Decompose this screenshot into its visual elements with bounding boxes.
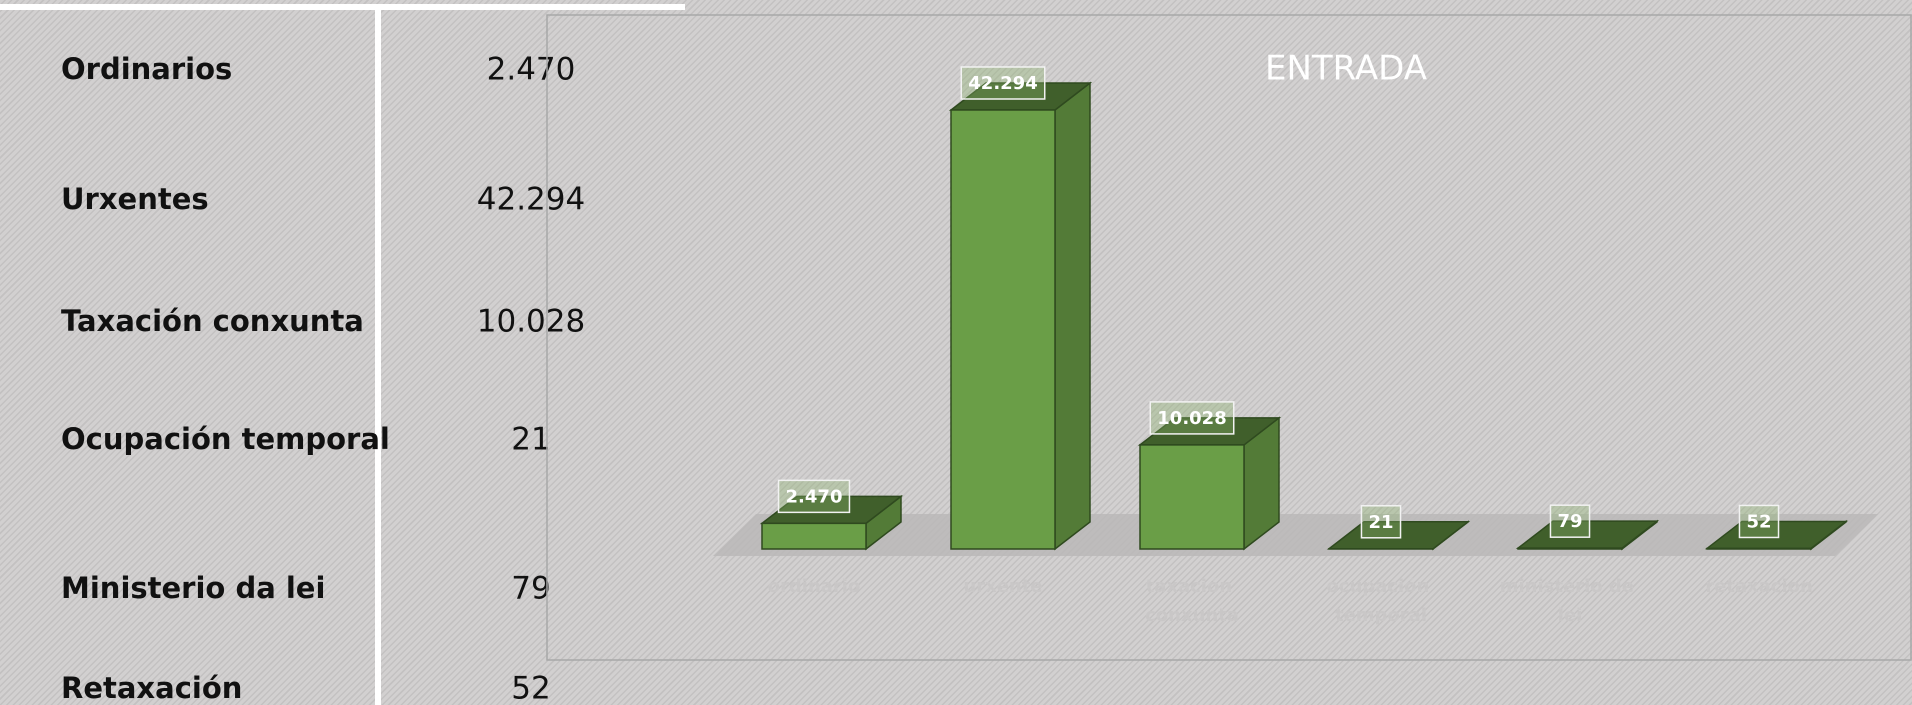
bars: 2.470 ordinario 42.294 urxente 10.028 taxació… [759, 66, 1849, 626]
top-rule [0, 4, 685, 10]
row-label: Ocupación temporal [61, 422, 390, 456]
row-label: Ordinarios [61, 52, 232, 86]
bar-front [1139, 444, 1245, 550]
bar [1137, 416, 1282, 551]
row-label: Taxación conxunta [61, 304, 364, 338]
row-value: 2.470 [487, 52, 576, 88]
row-value: 10.028 [477, 304, 585, 340]
row-label: Retaxación [61, 671, 242, 705]
bar [1704, 519, 1849, 551]
value-label-box [960, 66, 1046, 100]
value-label: 21 [1368, 512, 1393, 533]
value-label-box [1149, 401, 1235, 435]
table: Ordinarios 2.470 Urxentes 42.294 Taxación co… [61, 52, 585, 705]
x-tick-label: taxación conxunta [1145, 576, 1239, 626]
value-label-box [1549, 504, 1591, 538]
x-tick-label: urxente [963, 576, 1042, 597]
bar [948, 81, 1093, 551]
bar-front [1517, 547, 1623, 550]
bar [1326, 520, 1471, 551]
value-label: 2.470 [786, 486, 843, 507]
bar [759, 494, 904, 551]
value-label-box [1738, 504, 1780, 539]
chart-title: ENTRADA [1265, 49, 1427, 89]
bar-front [1706, 547, 1812, 550]
row-value: 52 [511, 671, 550, 705]
x-tick-label: ordinario [768, 576, 861, 597]
row-value: 79 [511, 571, 550, 607]
value-label: 79 [1557, 511, 1582, 532]
chart-frame [546, 14, 1912, 661]
row-value: 21 [511, 422, 550, 458]
value-label: 42.294 [968, 73, 1037, 94]
bar-side [1054, 81, 1091, 551]
bar [1515, 519, 1660, 551]
row-value: 42.294 [477, 182, 585, 218]
x-tick-label: ministerio de lei [1500, 576, 1640, 626]
row-label: Ministerio da lei [61, 571, 325, 605]
value-label-box [777, 479, 851, 514]
bar-front [950, 109, 1056, 550]
value-label-box [1360, 505, 1402, 539]
bar-front [761, 522, 867, 550]
x-tick-label: ocupación temporal [1326, 576, 1435, 626]
value-label: 52 [1746, 511, 1771, 532]
value-label: 10.028 [1157, 408, 1226, 429]
divider [375, 10, 381, 705]
row-label: Urxentes [61, 182, 209, 216]
x-tick-label: retaxacion [1705, 576, 1813, 597]
